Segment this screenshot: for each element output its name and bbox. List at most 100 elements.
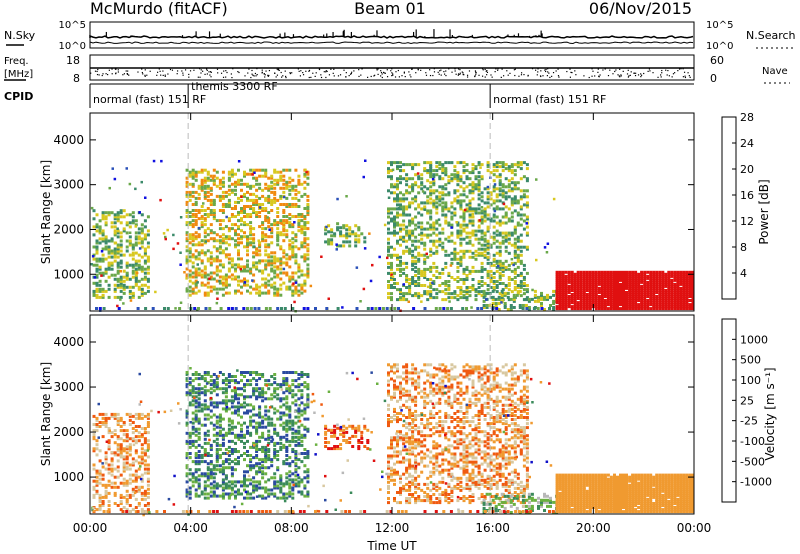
echo-cell xyxy=(480,237,484,241)
echo-cell xyxy=(649,276,653,280)
echo-cell xyxy=(516,247,520,251)
echo-cell xyxy=(447,207,451,211)
echo-cell xyxy=(113,251,117,255)
echo-cell xyxy=(206,285,210,289)
echo-cell xyxy=(200,182,204,186)
echo-cell xyxy=(140,459,144,463)
echo-cell xyxy=(297,205,301,208)
echo-cell xyxy=(501,235,505,239)
echo-cell xyxy=(396,211,399,215)
echo-cell xyxy=(492,257,496,261)
echo-cell xyxy=(396,167,399,171)
echo-cell xyxy=(441,247,445,251)
nave-point xyxy=(345,72,347,74)
echo-cell xyxy=(489,193,493,197)
nave-point xyxy=(367,76,369,78)
echo-cell xyxy=(652,276,656,280)
echo-scatter xyxy=(162,232,166,235)
nave-point xyxy=(299,75,302,77)
echo-cell xyxy=(107,491,111,495)
echo-cell xyxy=(507,219,511,223)
echo-cell xyxy=(203,413,207,417)
echo-cell xyxy=(423,257,427,261)
echo-cell xyxy=(185,391,189,395)
echo-cell xyxy=(558,293,562,296)
echo-cell xyxy=(143,441,147,445)
echo-cell xyxy=(579,305,583,309)
echo-cell xyxy=(237,168,240,172)
echo-cell xyxy=(613,286,616,290)
echo-cell xyxy=(110,414,114,418)
echo-cell xyxy=(561,305,565,309)
echo-cell xyxy=(390,185,393,189)
echo-cell xyxy=(137,267,141,271)
echo-cell xyxy=(270,186,274,190)
nave-point xyxy=(570,71,572,73)
echo-cell xyxy=(146,504,150,507)
echo-cell xyxy=(579,280,583,284)
echo-cell xyxy=(110,249,114,253)
echo-scatter xyxy=(152,159,156,163)
echo-cell xyxy=(212,209,216,212)
nave-point xyxy=(647,70,649,72)
echo-cell xyxy=(224,407,228,411)
echo-cell xyxy=(140,461,144,465)
echo-cell xyxy=(306,237,310,241)
echo-cell xyxy=(221,277,225,281)
nave-point xyxy=(263,73,265,75)
echo-cell xyxy=(206,215,210,218)
echo-cell xyxy=(423,201,427,205)
echo-cell xyxy=(113,215,117,219)
echo-cell xyxy=(206,213,210,216)
echo-cell xyxy=(495,245,499,249)
nave-point xyxy=(115,72,117,74)
echo-cell xyxy=(221,441,225,445)
echo-cell xyxy=(212,439,216,443)
ground-scatter-cell xyxy=(253,307,257,310)
echo-cell xyxy=(631,297,635,300)
echo-cell xyxy=(585,293,589,296)
echo-cell xyxy=(516,181,520,185)
echo-cell xyxy=(273,182,277,186)
echo-cell xyxy=(212,472,216,476)
echo-cell xyxy=(206,405,210,409)
echo-cell xyxy=(249,233,253,237)
echo-cell xyxy=(215,176,219,180)
echo-cell xyxy=(679,274,683,278)
echo-cell xyxy=(188,403,192,407)
echo-cell xyxy=(140,287,144,291)
echo-cell xyxy=(521,304,525,307)
echo-cell xyxy=(661,272,665,276)
echo-cell xyxy=(682,286,686,290)
echo-cell xyxy=(143,259,147,263)
echo-cell xyxy=(507,237,511,241)
echo-cell xyxy=(206,433,210,437)
echo-cell xyxy=(498,161,502,165)
echo-cell xyxy=(200,239,204,243)
echo-cell xyxy=(616,276,619,280)
echo-cell xyxy=(489,263,493,267)
echo-cell xyxy=(276,231,280,235)
echo-cell xyxy=(450,239,454,243)
echo-cell xyxy=(625,295,628,298)
echo-cell xyxy=(628,280,632,284)
echo-cell xyxy=(591,276,595,280)
echo-cell xyxy=(564,295,568,298)
echo-cell xyxy=(215,385,219,389)
echo-cell xyxy=(131,211,135,215)
echo-cell xyxy=(134,283,138,287)
echo-cell xyxy=(522,227,526,231)
echo-cell xyxy=(646,293,650,296)
echo-cell xyxy=(643,293,647,296)
echo-cell xyxy=(227,217,231,221)
echo-cell xyxy=(570,280,574,284)
echo-cell xyxy=(613,284,616,288)
echo-cell xyxy=(131,427,135,430)
echo-cell xyxy=(224,241,228,245)
ground-scatter-cell xyxy=(95,307,98,310)
echo-cell xyxy=(533,293,537,297)
nave-point xyxy=(671,76,673,78)
echo-cell xyxy=(197,235,201,239)
echo-cell xyxy=(282,239,286,243)
echo-cell xyxy=(507,288,511,292)
